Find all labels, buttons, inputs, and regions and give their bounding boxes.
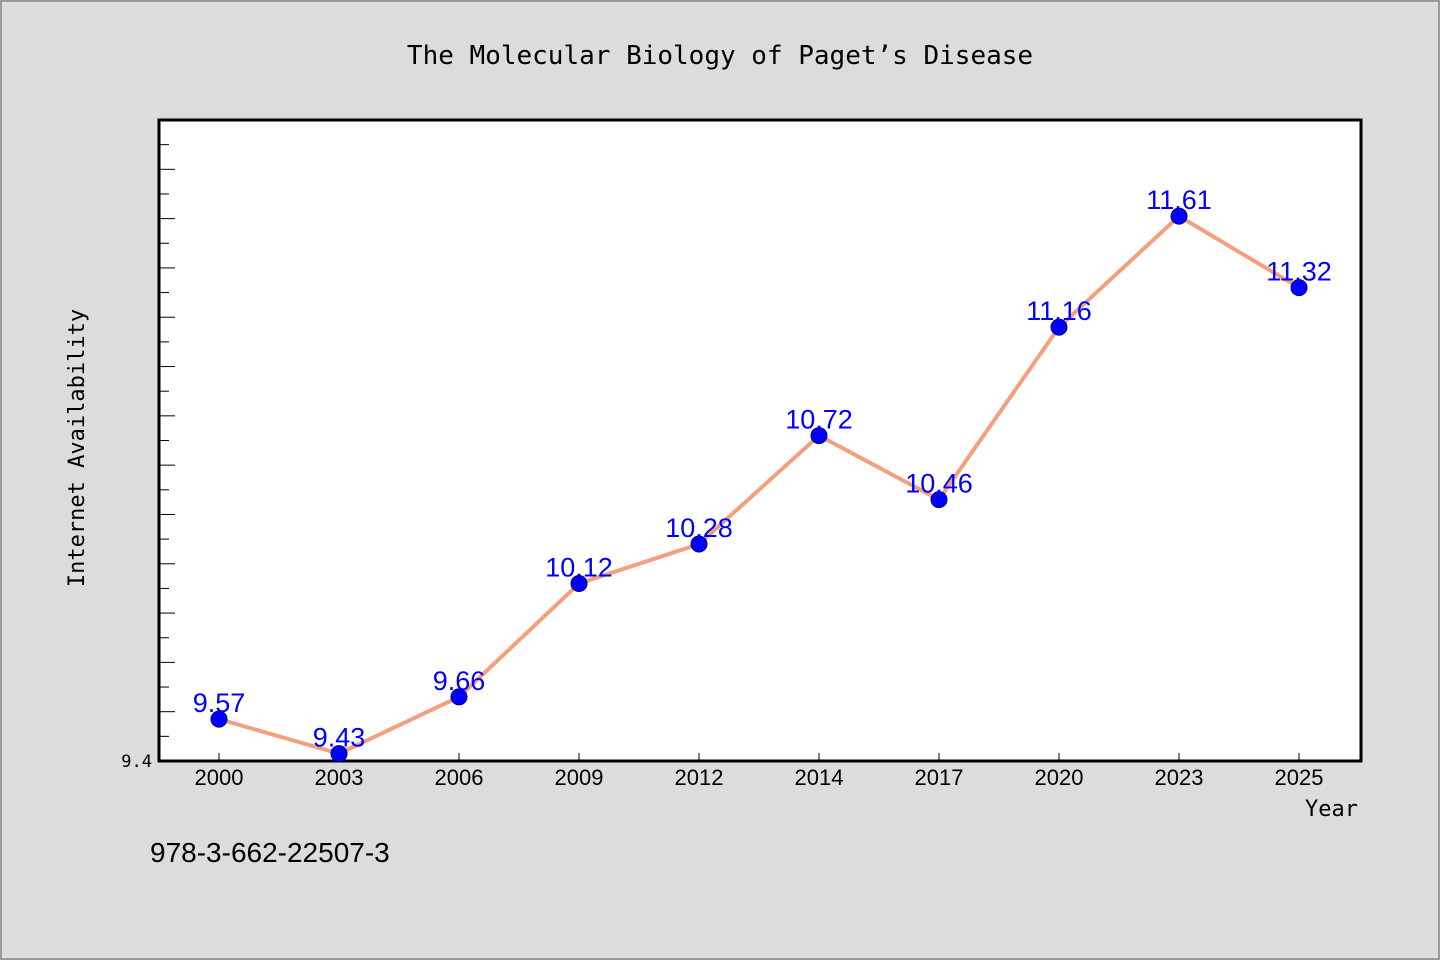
- x-tick-label: 2025: [1275, 765, 1324, 790]
- x-tick-label: 2000: [195, 765, 244, 790]
- x-tick-label: 2023: [1155, 765, 1204, 790]
- x-tick-label: 2012: [675, 765, 724, 790]
- data-label: 10.46: [905, 469, 973, 499]
- data-point: [930, 491, 948, 509]
- x-tick-label: 2014: [795, 765, 844, 790]
- data-point: [570, 574, 588, 592]
- data-label: 10.12: [545, 552, 613, 582]
- x-tick-label: 2006: [435, 765, 484, 790]
- data-point: [330, 745, 348, 763]
- x-tick-label: 2020: [1035, 765, 1084, 790]
- data-label: 11.61: [1146, 185, 1212, 215]
- data-point: [450, 688, 468, 706]
- data-point: [1050, 318, 1068, 336]
- x-tick-label: 2017: [915, 765, 964, 790]
- y-axis-ticks: [159, 144, 175, 737]
- series-group: [210, 207, 1308, 763]
- plot-area: [157, 118, 1363, 763]
- data-label: 10.28: [665, 513, 733, 543]
- data-point: [690, 535, 708, 553]
- data-label: 10.72: [785, 405, 853, 435]
- series-line: [218, 214, 1301, 756]
- chart-title: The Molecular Biology of Paget’s Disease: [407, 41, 1033, 71]
- data-label: 11.32: [1266, 257, 1332, 287]
- x-axis-label: Year: [1305, 797, 1358, 822]
- x-axis-ticks: 2000 2003 2006 2009 2012 2014 2017 2020 2023 2025: [195, 753, 1324, 790]
- data-labels-group: 9.57 9.43 9.66 10.12 10.28 10.72 10.46 11.16 11.…: [193, 185, 1332, 752]
- x-tick-label: 2009: [555, 765, 604, 790]
- x-tick-label: 2003: [315, 765, 364, 790]
- data-point: [1170, 207, 1188, 225]
- data-point: [210, 710, 228, 728]
- isbn-footnote: 978-3-662-22507-3: [150, 837, 390, 868]
- y-axis-label: Internet Availability: [65, 309, 90, 587]
- data-label: 11.16: [1026, 296, 1092, 326]
- data-label: 9.57: [193, 688, 246, 718]
- data-label: 9.43: [313, 723, 366, 753]
- y-tick-label: 9.4: [121, 752, 152, 772]
- data-label: 9.66: [433, 666, 486, 696]
- data-point: [1290, 279, 1308, 297]
- data-point: [810, 427, 828, 445]
